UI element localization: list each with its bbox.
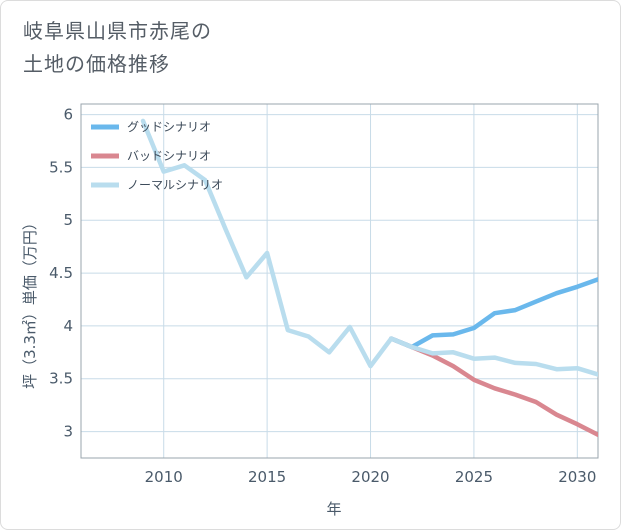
y-tick-label: 4 [63, 317, 73, 335]
x-tick-labels: 2010 2015 2020 2025 2030 [145, 468, 597, 486]
legend-label: バッドシナリオ [127, 149, 211, 163]
y-tick-labels: 3 3.5 4 4.5 5 5.5 6 [49, 106, 73, 441]
grid-lines [81, 104, 598, 458]
legend-label: グッドシナリオ [127, 120, 211, 134]
y-tick-label: 6 [63, 106, 73, 124]
chart-title-line2: 土地の価格推移 [23, 52, 170, 76]
series-line-2 [140, 118, 598, 377]
y-axis-title: 坪（3.3㎡）単価（万円） [21, 215, 39, 389]
x-tick-label: 2015 [248, 468, 286, 486]
y-tick-label: 3.5 [49, 370, 73, 388]
x-tick-label: 2010 [145, 468, 183, 486]
series-line-0 [388, 277, 598, 350]
x-tick-label: 2030 [558, 468, 596, 486]
x-tick-label: 2020 [351, 468, 389, 486]
y-tick-label: 3 [63, 423, 73, 441]
y-tick-label: 4.5 [49, 264, 73, 282]
legend-label: ノーマルシナリオ [127, 178, 223, 192]
x-tick-label: 2025 [455, 468, 493, 486]
series-lines [140, 118, 598, 438]
y-tick-label: 5.5 [49, 158, 73, 176]
series-line-1 [388, 336, 598, 438]
chart-title-line1: 岐阜県山県市赤尾の [23, 19, 212, 43]
chart-title: 岐阜県山県市赤尾の 土地の価格推移 [23, 15, 212, 81]
x-axis-title: 年 [326, 500, 341, 518]
y-tick-label: 5 [63, 211, 73, 229]
